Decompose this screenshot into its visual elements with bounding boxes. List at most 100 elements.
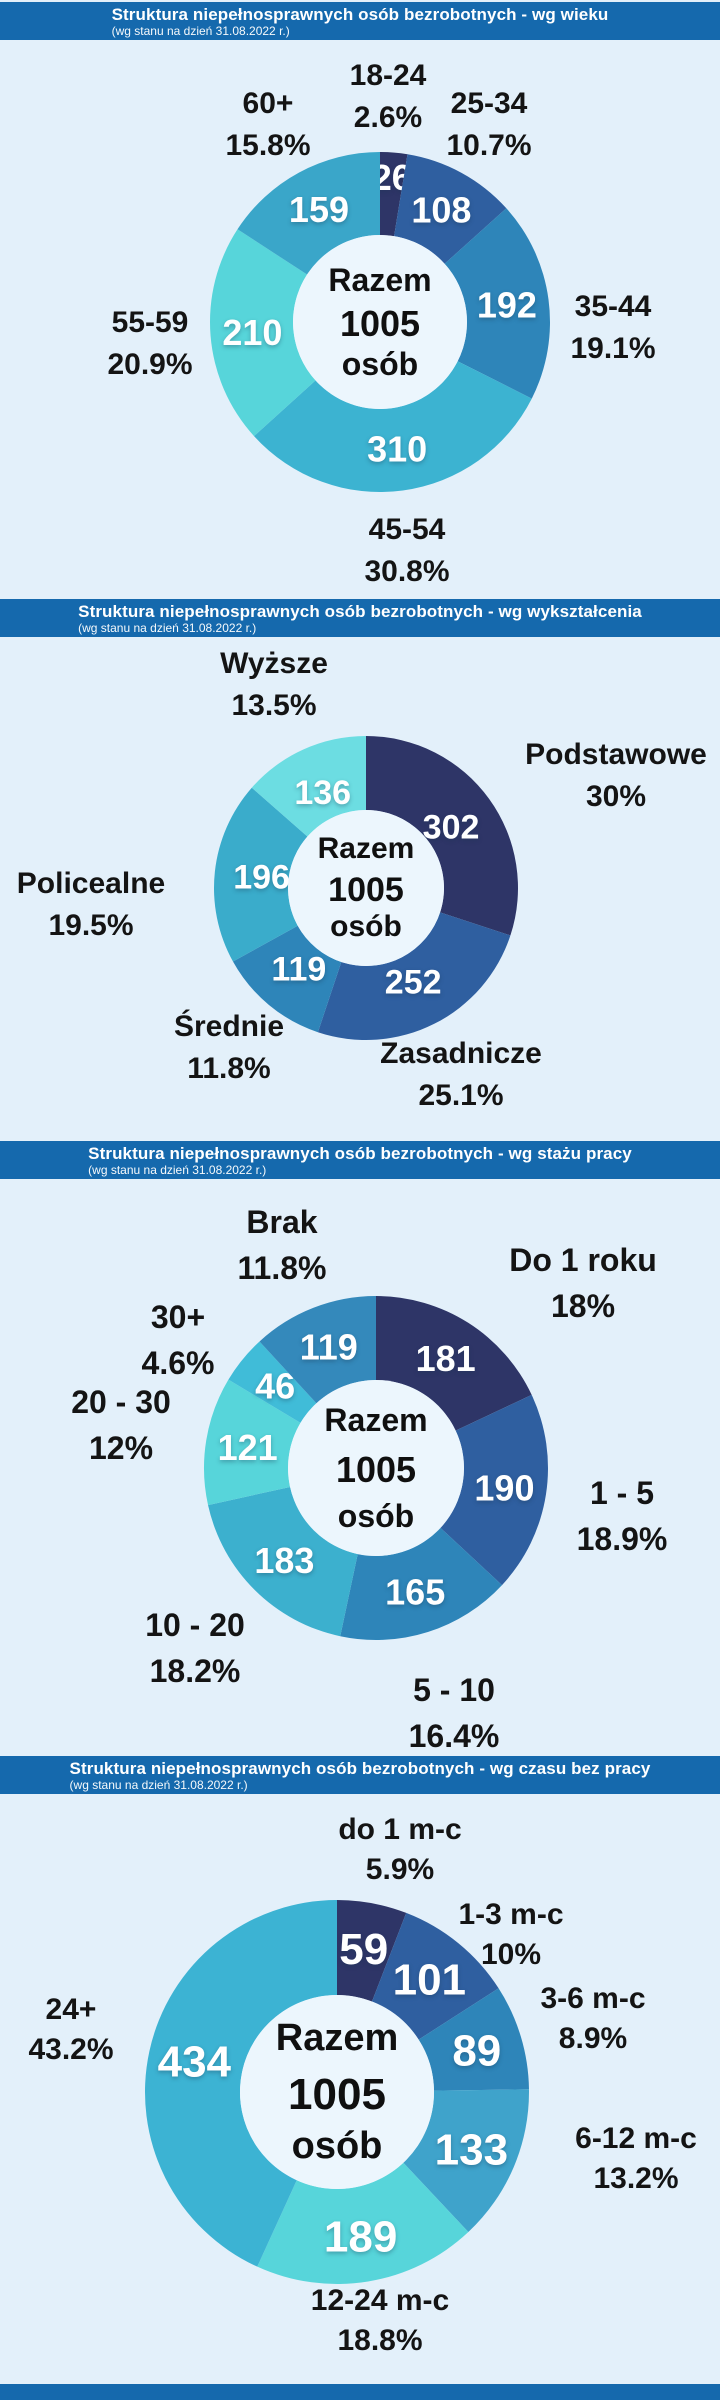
donut1-label-5: 60+ 15.8% [225, 89, 310, 161]
donut2-value-3: 196 [233, 859, 290, 897]
donut1-value-5: 159 [289, 189, 349, 230]
donut4-segment-1 [371, 1912, 499, 2040]
donut2-label-0-category: Podstawowe [525, 738, 707, 771]
donut1-label-3-percent: 30.8% [364, 555, 450, 588]
donut4-center-line3: osób [291, 2125, 383, 2167]
donut2-label-2-category: Średnie [173, 1010, 285, 1043]
donut2-segment-2 [232, 925, 342, 1033]
donut4-value-5: 434 [158, 2037, 232, 2086]
donut3-label-1: 1 - 5 18.9% [577, 1477, 668, 1555]
donut1-label-1-percent: 10.7% [446, 129, 532, 162]
donut1-label-2-percent: 19.1% [570, 332, 656, 365]
donut4-segment-2 [418, 1988, 529, 2091]
donut2-value-0: 302 [423, 808, 480, 846]
donut2-hole [288, 810, 444, 966]
donut1-label-1: 25-34 10.7% [446, 89, 531, 161]
chart-title-seniority: Struktura niepełnosprawnych osób bezrobo… [88, 1144, 632, 1163]
donut4-value-1: 101 [393, 1955, 466, 2004]
donut4-value-0: 59 [339, 1925, 388, 1974]
donut1-value-3: 310 [367, 428, 427, 469]
donut1-center-line3: osób [341, 346, 419, 382]
donut3-label-3-category: 10 - 20 [145, 1607, 245, 1643]
donut2-segment-4 [251, 736, 366, 837]
footer-bar [0, 2384, 720, 2400]
donut4-label-5-percent: 43.2% [28, 2033, 114, 2066]
donut1-segment-0 [380, 152, 408, 237]
donut3-hole [288, 1380, 464, 1556]
donut4-label-2-percent: 8.9% [558, 2022, 628, 2055]
donut1-segment-2 [444, 208, 550, 399]
donut1-label-3: 45-54 30.8% [364, 515, 449, 587]
donut3-label-4: 20 - 30 12% [71, 1386, 171, 1464]
donut3-segment-0 [376, 1296, 532, 1431]
donut4-segment-5 [145, 1900, 337, 2267]
donut4-label-5: 24+ 43.2% [28, 1995, 113, 2065]
chart-subtitle-unemployment-time: (wg stanu na dzień 31.08.2022 r.) [69, 1778, 248, 1792]
header-text-block: Struktura niepełnosprawnych osób bezrobo… [88, 1141, 632, 1177]
donut2-label-3: Policealne 19.5% [17, 869, 165, 941]
donut1-label-4-percent: 20.9% [107, 348, 193, 381]
donut3-label-5-category: 30+ [150, 1299, 206, 1335]
donut2-label-0-percent: 30% [585, 780, 647, 813]
donut3-segment-1 [440, 1394, 548, 1586]
donut2-label-4-percent: 13.5% [231, 689, 317, 722]
donut3-segment-4 [204, 1379, 301, 1506]
donut3-label-2-percent: 16.4% [408, 1718, 500, 1754]
donut3-label-3-percent: 18.2% [149, 1653, 241, 1689]
donut4-label-0-percent: 5.9% [365, 1853, 435, 1886]
donut2-value-1: 252 [385, 964, 442, 1002]
donut2-label-3-percent: 19.5% [48, 909, 134, 942]
donut3-label-3: 10 - 20 18.2% [145, 1609, 245, 1687]
donut4-value-3: 133 [435, 2125, 508, 2174]
donut1-label-5-category: 60+ [242, 87, 294, 120]
donut4-hole [240, 1995, 434, 2189]
donut2-label-2: Średnie 11.8% [174, 1012, 284, 1084]
chart-subtitle-age: (wg stanu na dzień 31.08.2022 r.) [111, 24, 290, 38]
donut4-center-total: Razem 1005 osób [276, 2019, 399, 2165]
donut2-segment-1 [317, 912, 511, 1040]
donut2-center-line1: Razem [317, 832, 415, 865]
donut3-segment-3 [208, 1486, 358, 1637]
donut3-value-2: 165 [385, 1572, 445, 1613]
donut4-label-1-percent: 10% [480, 1938, 542, 1971]
donut1-segment-1 [394, 154, 507, 264]
donut4-segment-3 [403, 2089, 529, 2233]
donut4-label-2: 3-6 m-c 8.9% [540, 1984, 645, 2054]
section-header-seniority: Struktura niepełnosprawnych osób bezrobo… [0, 1141, 720, 1179]
donut2-label-4: Wyższe 13.5% [220, 649, 328, 721]
donut2-label-3-category: Policealne [16, 867, 166, 900]
donut1-label-0-percent: 2.6% [353, 101, 423, 134]
donut2-center-line2: 1005 [328, 871, 404, 909]
header-text-block: Struktura niepełnosprawnych osób bezrobo… [112, 2, 609, 38]
chart-title-education: Struktura niepełnosprawnych osób bezrobo… [78, 602, 642, 621]
donut2-label-1: Zasadnicze 25.1% [380, 1039, 542, 1111]
donut3-label-1-category: 1 - 5 [589, 1475, 655, 1511]
donut2-label-1-percent: 25.1% [418, 1079, 504, 1112]
donut1-label-0-category: 18-24 [349, 59, 427, 92]
donut4-value-2: 89 [452, 2026, 501, 2075]
donut4-label-0: do 1 m-c 5.9% [338, 1815, 461, 1885]
donut3-center-total: Razem 1005 osób [324, 1404, 427, 1532]
donut1-value-1: 108 [411, 189, 471, 230]
donut4-label-4-category: 12-24 m-c [310, 2284, 450, 2317]
donut3-value-0: 181 [416, 1338, 476, 1379]
donut4-label-5-category: 24+ [45, 1993, 97, 2026]
donut4-label-1: 1-3 m-c 10% [458, 1900, 563, 1970]
donut2-center-line3: osób [330, 910, 402, 943]
donut2-label-4-category: Wyższe [220, 647, 328, 680]
donut1-label-2-category: 35-44 [574, 290, 652, 323]
donut2-segment-0 [366, 735, 519, 936]
donut1-label-0: 18-24 2.6% [350, 61, 427, 133]
section-header-age: Struktura niepełnosprawnych osób bezrobo… [0, 2, 720, 40]
donut4-label-0-category: do 1 m-c [338, 1813, 462, 1846]
donut3-segment-6 [259, 1296, 376, 1404]
donut3-label-6-percent: 11.8% [237, 1250, 327, 1286]
donut1-label-5-percent: 15.8% [225, 129, 311, 162]
donut3-label-2-category: 5 - 10 [413, 1672, 495, 1708]
donut1-value-4: 210 [222, 312, 282, 353]
donut1-center-total: Razem 1005 osób [328, 264, 431, 380]
donut4-center-line2: 1005 [288, 2070, 386, 2119]
chart-subtitle-seniority: (wg stanu na dzień 31.08.2022 r.) [88, 1163, 267, 1177]
donut4-segment-0 [337, 1900, 407, 2002]
